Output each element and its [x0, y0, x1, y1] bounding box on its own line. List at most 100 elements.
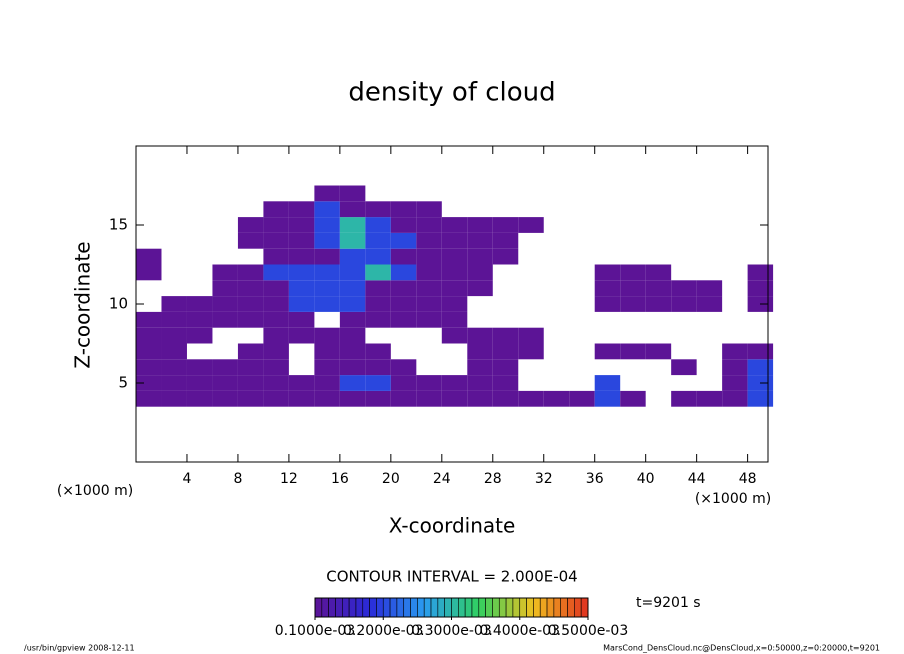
- field-cell: [314, 217, 340, 233]
- colorbar-box: [519, 597, 527, 618]
- colorbar-tick-label: 0.2000e-03: [343, 623, 423, 639]
- colorbar-box: [458, 597, 466, 618]
- colorbar-box: [314, 597, 323, 618]
- field-cell: [263, 296, 289, 312]
- colorbar-box: [355, 597, 364, 618]
- field-cell: [212, 264, 238, 281]
- field-cell: [467, 248, 493, 265]
- field-cell: [237, 232, 264, 249]
- colorbar-box: [574, 597, 582, 618]
- field-cell: [390, 359, 417, 376]
- field-cell: [263, 311, 289, 328]
- y-tick-label: 15: [109, 216, 128, 234]
- field-cell: [237, 264, 264, 281]
- field-cell: [365, 264, 391, 281]
- colorbar-box: [389, 597, 398, 618]
- field-cell: [212, 280, 238, 297]
- field-cell: [645, 280, 672, 297]
- field-cell: [645, 264, 672, 281]
- x-tick-label: 28: [484, 471, 502, 487]
- colorbar-box: [410, 597, 418, 618]
- colorbar-box: [546, 597, 555, 618]
- field-cell: [288, 217, 315, 233]
- field-cell: [390, 311, 417, 328]
- field-cell: [263, 359, 289, 376]
- x-tick-label: 20: [382, 471, 400, 487]
- field-cell: [365, 201, 391, 218]
- field-cell: [671, 359, 697, 376]
- colorbar-box: [567, 597, 575, 618]
- field-cell: [288, 280, 315, 297]
- colorbar-box: [376, 597, 384, 618]
- contour-note: CONTOUR INTERVAL = 2.000E-04: [326, 568, 577, 586]
- colorbar-box: [382, 597, 391, 618]
- field-cell: [339, 280, 366, 297]
- field-cell: [314, 264, 340, 281]
- field-cell: [492, 327, 519, 344]
- field-cell: [390, 248, 417, 265]
- field-cell: [441, 217, 468, 233]
- field-cell: [543, 390, 570, 407]
- field-cell: [492, 359, 519, 376]
- field-cell: [237, 359, 264, 376]
- colorbar-box: [539, 597, 548, 618]
- colorbar-box: [369, 597, 377, 618]
- colorbar-box: [396, 597, 405, 618]
- field-cell: [696, 280, 723, 297]
- field-cell: [594, 264, 621, 281]
- field-cell: [314, 248, 340, 265]
- colorbar-box: [451, 597, 459, 618]
- field-cell: [467, 390, 493, 407]
- field-cell: [390, 390, 417, 407]
- field-cell: [339, 296, 366, 312]
- field-cell: [339, 232, 366, 249]
- field-cell: [594, 280, 621, 297]
- field-cell: [314, 390, 340, 407]
- field-cell: [186, 375, 213, 391]
- colorbar-tick-label: 0.3000e-03: [411, 623, 491, 639]
- field-cell: [339, 327, 366, 344]
- field-cell: [263, 217, 289, 233]
- field-cell: [696, 296, 723, 312]
- field-cell: [263, 343, 289, 360]
- field-cell: [339, 201, 366, 218]
- x-tick-label: 16: [331, 471, 349, 487]
- colorbar-box: [403, 597, 411, 618]
- field-cell: [161, 390, 187, 407]
- field-cell: [467, 327, 493, 344]
- field-cell: [263, 375, 289, 391]
- field-cell: [314, 296, 340, 312]
- colorbar-box: [512, 597, 521, 618]
- field-cell: [390, 232, 417, 249]
- field: [136, 185, 774, 407]
- colorbar-box: [328, 597, 336, 618]
- field-cell: [186, 311, 213, 328]
- field-cell: [671, 280, 697, 297]
- field-cell: [186, 359, 213, 376]
- colorbar-box: [526, 597, 534, 618]
- colorbar-box: [492, 597, 500, 618]
- field-cell: [722, 375, 748, 391]
- field-cell: [722, 359, 748, 376]
- field-cell: [237, 343, 264, 360]
- field-cell: [747, 359, 774, 376]
- field-cell: [390, 201, 417, 218]
- field-cell: [186, 296, 213, 312]
- field-cell: [365, 375, 391, 391]
- field-cell: [339, 185, 366, 202]
- field-cell: [416, 311, 442, 328]
- field-cell: [365, 280, 391, 297]
- chart-title: density of cloud: [348, 78, 555, 108]
- field-cell: [136, 248, 162, 265]
- field-cell: [645, 296, 672, 312]
- field-cell: [339, 311, 366, 328]
- y-tick-label: 10: [109, 295, 128, 313]
- field-cell: [594, 375, 621, 391]
- field-cell: [467, 375, 493, 391]
- colorbar-box: [417, 597, 425, 618]
- field-cell: [390, 375, 417, 391]
- x-tick-label: 32: [535, 471, 553, 487]
- field-cell: [288, 311, 315, 328]
- field-cell: [212, 296, 238, 312]
